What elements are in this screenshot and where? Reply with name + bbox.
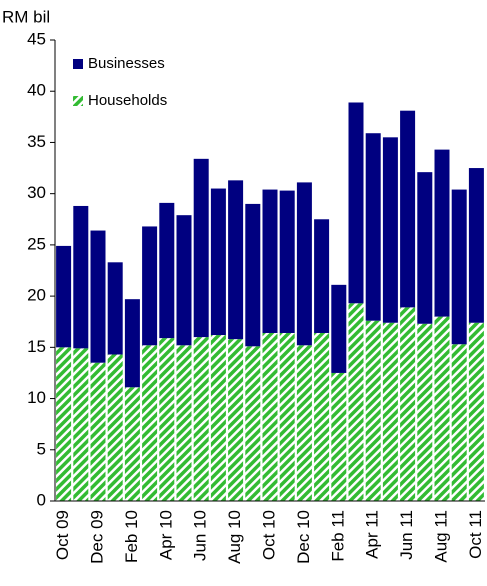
bar-segment — [193, 158, 209, 338]
x-tick-label: Apr 10 — [156, 510, 175, 560]
bar-segment — [314, 219, 330, 333]
bar-segment — [468, 168, 484, 323]
bar-segment — [468, 322, 484, 501]
bar-segment — [434, 316, 450, 501]
bar-segment — [262, 189, 278, 333]
bar-segment — [56, 347, 72, 501]
bar-segment — [56, 245, 72, 348]
x-tick-label: Apr 11 — [363, 510, 382, 559]
legend-swatch — [73, 96, 83, 106]
bar-segment — [210, 188, 226, 336]
bar-segment — [417, 323, 433, 501]
bar-segment — [296, 345, 312, 501]
y-tick-label: 25 — [27, 234, 46, 253]
y-tick-label: 35 — [27, 132, 46, 151]
bar-segment — [176, 345, 192, 501]
x-tick-label: Aug 10 — [225, 510, 244, 564]
x-tick-label: Dec 10 — [294, 510, 313, 564]
bar-segment — [228, 180, 244, 340]
legend-label: Businesses — [88, 55, 165, 72]
x-tick-label: Jun 11 — [397, 510, 416, 560]
bar-segment — [331, 372, 347, 501]
x-tick-label: Aug 11 — [431, 510, 450, 563]
bar-segment — [159, 202, 175, 339]
bar-segment — [210, 335, 226, 501]
bar-segment — [228, 339, 244, 501]
bar-segment — [451, 189, 467, 345]
bar-segment — [159, 338, 175, 501]
bar-segment — [262, 332, 278, 501]
bar-segment — [365, 320, 381, 501]
bar-segment — [90, 230, 106, 363]
bar-segment — [400, 307, 416, 501]
y-tick-label: 45 — [27, 29, 46, 48]
bar-segment — [193, 337, 209, 501]
bar-segment — [90, 362, 106, 501]
y-tick-label: 0 — [37, 490, 46, 509]
y-tick-label: 20 — [27, 286, 46, 305]
x-tick-label: Oct 10 — [259, 510, 278, 560]
bar-segment — [73, 205, 89, 349]
bar-segment — [434, 149, 450, 317]
bar-segment — [348, 102, 364, 304]
bar-segment — [245, 346, 261, 501]
bar-segment — [348, 303, 364, 501]
x-tick-label: Oct 09 — [53, 510, 72, 560]
bar-segment — [417, 172, 433, 324]
bar-segment — [314, 332, 330, 501]
bar-segment — [107, 354, 123, 501]
y-axis-label: RM bil — [2, 7, 50, 26]
legend-swatch — [73, 59, 83, 69]
bar-segment — [279, 190, 295, 333]
x-tick-label: Feb 10 — [122, 510, 141, 563]
bar-segment — [382, 322, 398, 501]
y-tick-label: 30 — [27, 183, 46, 202]
bar-segment — [245, 203, 261, 347]
x-tick-label: Jun 10 — [191, 510, 210, 561]
bar-segment — [124, 299, 140, 388]
bar-segment — [331, 284, 347, 373]
bar-segment — [296, 182, 312, 346]
legend-label: Households — [88, 92, 167, 109]
bar-segment — [142, 226, 158, 346]
y-tick-label: 40 — [27, 81, 46, 100]
x-tick-label: Oct 11 — [466, 510, 485, 559]
bar-segment — [107, 262, 123, 355]
bar-segment — [382, 137, 398, 323]
x-tick-label: Feb 11 — [328, 510, 347, 562]
bar-segment — [365, 133, 381, 321]
y-tick-label: 10 — [27, 388, 46, 407]
bar-segment — [124, 387, 140, 501]
y-tick-label: 15 — [27, 337, 46, 356]
bar-segment — [142, 345, 158, 501]
bar-segment — [400, 110, 416, 308]
bar-segment — [279, 332, 295, 501]
y-tick-label: 5 — [37, 439, 46, 458]
bar-segment — [176, 215, 192, 346]
bar-segment — [451, 344, 467, 501]
bar-segment — [73, 348, 89, 501]
x-tick-label: Dec 09 — [87, 510, 106, 564]
